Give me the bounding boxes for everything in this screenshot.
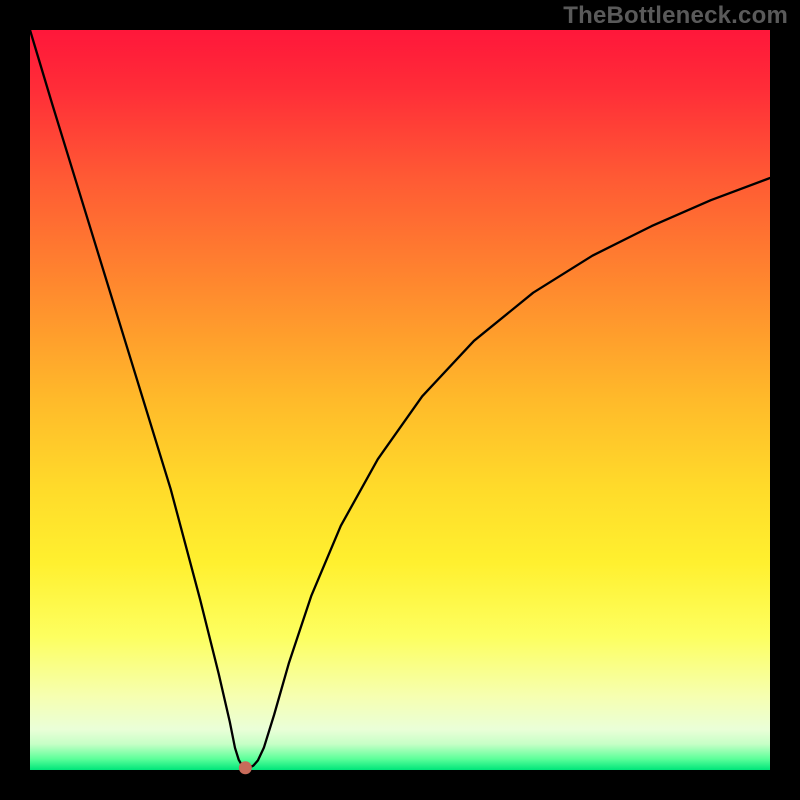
plot-background bbox=[30, 30, 770, 770]
bottleneck-chart bbox=[0, 0, 800, 800]
optimal-point-marker bbox=[239, 761, 252, 774]
chart-stage: TheBottleneck.com bbox=[0, 0, 800, 800]
watermark-text: TheBottleneck.com bbox=[563, 2, 788, 30]
